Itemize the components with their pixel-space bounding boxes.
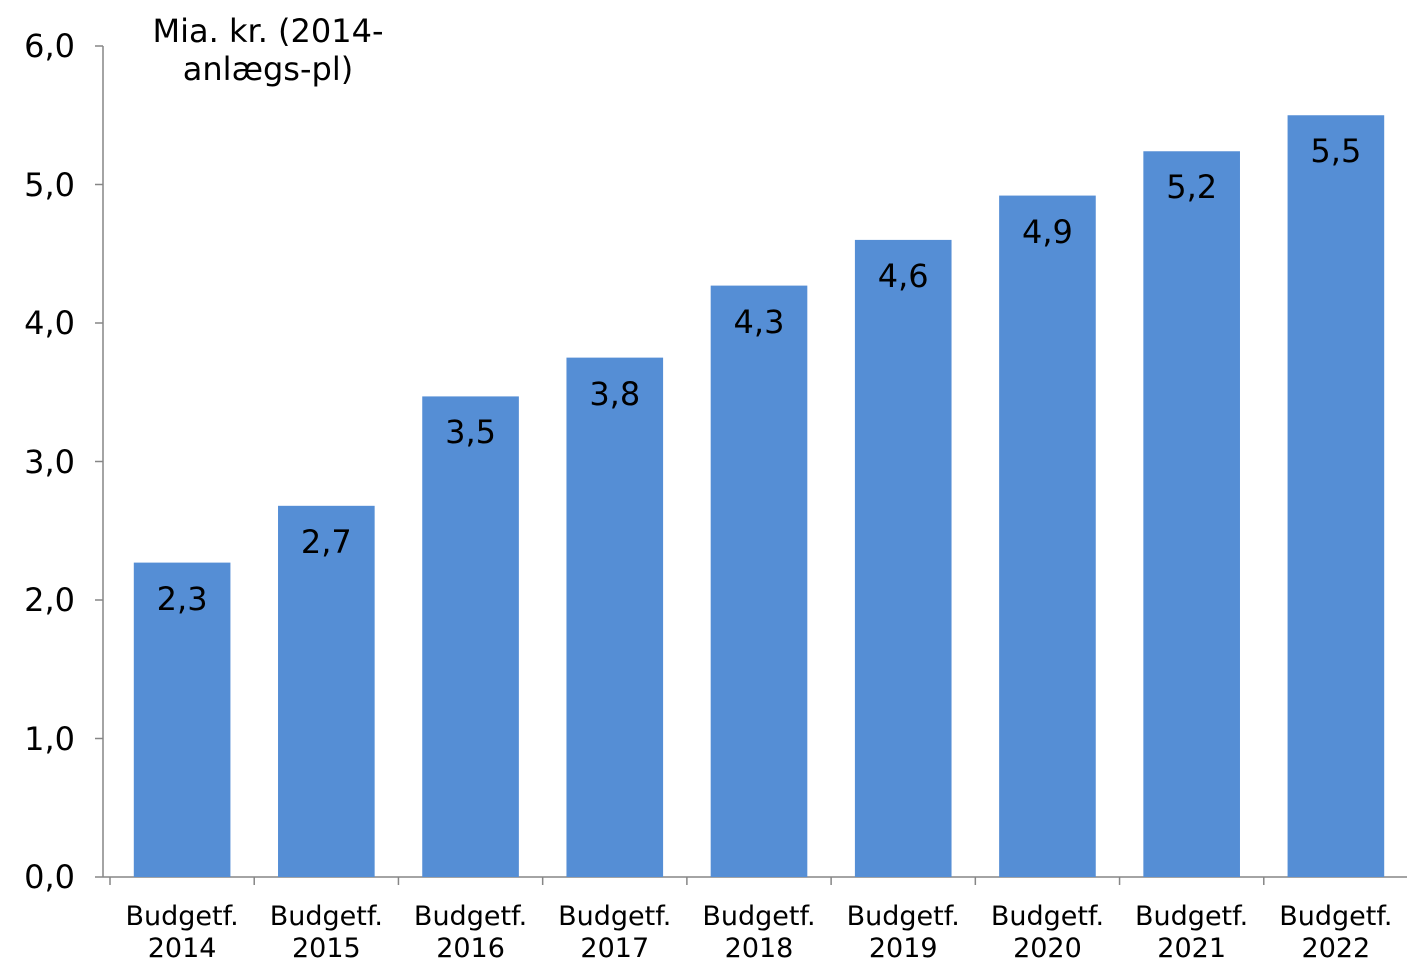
bar bbox=[278, 505, 375, 877]
bar bbox=[566, 357, 664, 877]
x-tick-label: Budgetf. 2014 bbox=[125, 901, 239, 964]
bar bbox=[854, 239, 952, 877]
value-label: 2,3 bbox=[156, 579, 208, 618]
value-label: 3,8 bbox=[589, 374, 641, 413]
bar bbox=[1287, 115, 1385, 877]
y-tick-label: 5,0 bbox=[24, 165, 75, 204]
value-label: 2,7 bbox=[300, 522, 352, 561]
x-tick-label: Budgetf. 2019 bbox=[846, 901, 960, 964]
y-tick-label: 6,0 bbox=[24, 27, 75, 65]
value-label: 5,5 bbox=[1310, 132, 1362, 171]
value-label: 4,3 bbox=[733, 302, 785, 341]
bar bbox=[133, 562, 231, 877]
y-tick-label: 4,0 bbox=[24, 304, 75, 342]
y-tick-label: 3,0 bbox=[24, 442, 75, 481]
bar bbox=[422, 396, 519, 877]
value-label: 4,6 bbox=[877, 256, 929, 295]
x-tick-label: Budgetf. 2021 bbox=[1135, 901, 1249, 964]
x-tick-label: Budgetf. 2018 bbox=[702, 901, 816, 964]
x-tick-label: Budgetf. 2017 bbox=[558, 901, 672, 964]
x-tick-label: Budgetf. 2015 bbox=[269, 901, 383, 964]
value-label: 4,9 bbox=[1021, 212, 1073, 251]
x-tick-label: Budgetf. 2022 bbox=[1279, 901, 1393, 964]
x-tick-label: Budgetf. 2020 bbox=[990, 901, 1105, 964]
bar bbox=[1143, 151, 1240, 877]
y-tick-label: 1,0 bbox=[24, 719, 75, 758]
y-axis-title: Mia. kr. (2014-anlægs-pl) bbox=[152, 12, 384, 88]
x-tick-label: Budgetf. 2016 bbox=[413, 901, 528, 964]
y-tick-label: 2,0 bbox=[24, 581, 75, 619]
value-label: 5,2 bbox=[1166, 168, 1218, 207]
bar bbox=[710, 285, 808, 878]
y-tick-label: 0,0 bbox=[24, 858, 75, 896]
bar bbox=[999, 195, 1096, 877]
value-label: 3,5 bbox=[445, 413, 496, 452]
